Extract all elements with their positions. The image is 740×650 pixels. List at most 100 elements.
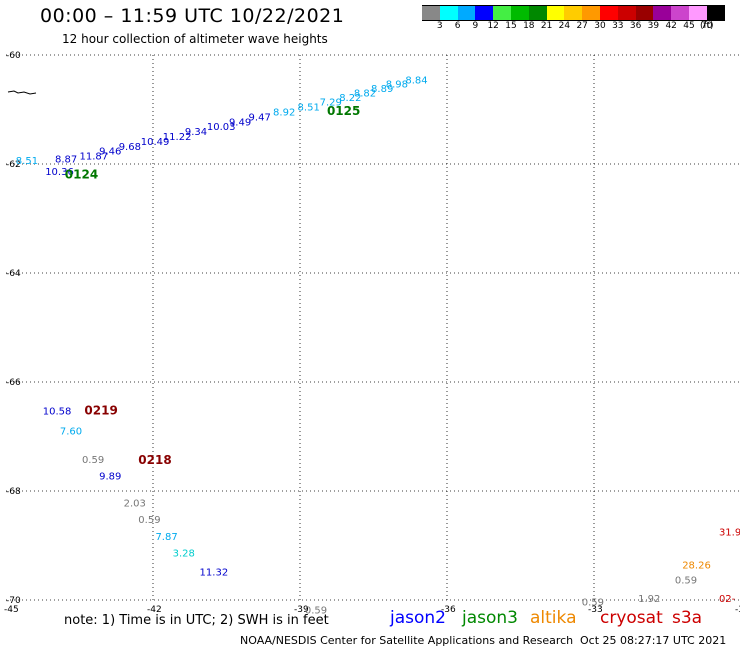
latitude-tick-label: -68 — [6, 487, 21, 497]
colorscale-label: 9 — [472, 21, 479, 31]
colorscale-label: 33 — [612, 21, 624, 31]
pass-time-label: 0219 — [84, 404, 117, 418]
credit-line: NOAA/NESDIS Center for Satellite Applica… — [240, 634, 574, 647]
pass-time-label: 0125 — [327, 104, 360, 118]
colorscale-label: 3 — [436, 21, 443, 31]
colorscale-swatch — [457, 5, 476, 21]
wave-height-value: 9.49 — [229, 117, 251, 128]
wave-height-value: 31.99 — [719, 528, 740, 539]
colorscale-swatch — [706, 5, 725, 21]
colorscale-label: 18 — [523, 21, 535, 31]
pass-labels: 0124 0125 0219 0218 — [65, 104, 361, 467]
satellite-name-cryosat: cryosat — [600, 608, 663, 628]
satellite-name-jason3: jason3 — [462, 608, 518, 628]
latitude-tick-label: -60 — [6, 51, 21, 61]
colorscale-swatch — [439, 5, 458, 21]
wave-height-value: 7.60 — [60, 426, 82, 437]
pass-time-label: 0124 — [65, 168, 98, 182]
colorscale-label: 6 — [454, 21, 461, 31]
wave-height-value: 0.59 — [305, 606, 327, 617]
coastline-fragment — [7, 90, 37, 95]
longitude-tick-label: -36 — [441, 605, 456, 615]
colorscale-swatch — [528, 5, 547, 21]
map-axes: -60 -62 -64 -66 -68 -70-45 -42 -39 -36 -33 -30 — [4, 51, 740, 615]
wave-height-colorscale — [422, 5, 725, 21]
colorscale-swatch — [688, 5, 707, 21]
colorscale-label: 36 — [629, 21, 642, 31]
longitude-tick-label: -33 — [588, 605, 603, 615]
wave-height-value: 9.46 — [99, 147, 121, 158]
colorscale-swatch — [493, 5, 511, 21]
colorscale-label: 30 — [594, 21, 606, 31]
wave-height-value: 9.34 — [185, 127, 207, 138]
colorscale-label: 24 — [558, 21, 571, 31]
observation-points: 10.36 8.51 8.87 11.879.469.68 10.4911.229.34… — [16, 75, 740, 616]
wave-height-value: 8.51 — [298, 103, 320, 114]
wave-height-value: 0.59 — [82, 455, 104, 466]
wave-height-value: 10.36 — [45, 167, 74, 178]
longitude-tick-label: -30 — [735, 605, 740, 615]
colorscale-swatch — [599, 5, 618, 21]
wave-height-value: 11.22 — [163, 132, 192, 143]
satellite-name-s3a: s3a — [672, 608, 703, 628]
longitude-tick-label: -39 — [294, 605, 309, 615]
generated-timestamp: Oct 25 08:27:17 UTC 2021 — [580, 634, 727, 647]
colorscale-swatch — [582, 5, 600, 21]
wave-height-value: 2.03 — [124, 498, 146, 509]
colorscale-label: 70 — [701, 21, 713, 31]
colorscale-swatch — [422, 5, 440, 21]
colorscale-swatch — [546, 5, 565, 21]
colorscale-swatch — [635, 5, 654, 21]
wave-height-value: 7.29 — [320, 98, 342, 109]
colorscale-label: 15 — [505, 21, 517, 31]
wave-height-value: 8.22 — [339, 93, 361, 104]
longitude-tick-label: -42 — [147, 605, 162, 615]
wave-height-value: 11.32 — [200, 567, 229, 578]
footnote: note: 1) Time is in UTC; 2) SWH is in fe… — [64, 613, 329, 628]
latitude-tick-label: -62 — [6, 160, 21, 170]
latitude-tick-label: -66 — [6, 378, 21, 388]
colorscale-swatch — [564, 5, 583, 21]
wave-height-value: 02- — [719, 594, 736, 605]
wave-height-value: 11.87 — [80, 152, 109, 163]
map-subtitle: 12 hour collection of altimeter wave hei… — [62, 32, 328, 46]
colorscale-label: 27 — [576, 21, 588, 31]
pass-time-label: 0218 — [138, 453, 171, 467]
wave-height-value: 10.49 — [141, 137, 170, 148]
satellite-name-altika: altika — [530, 608, 577, 628]
colorscale-label: 45 — [683, 21, 695, 31]
colorscale-label: 12 — [487, 21, 499, 31]
longitude-tick-label: -45 — [4, 605, 19, 615]
colorscale-labels: 3 6 9 12 15 18 21 24 27 30 33 36 39 42 45 70 — [422, 21, 732, 33]
wave-height-value: 8.89 — [371, 84, 393, 95]
colorscale-swatch — [475, 5, 494, 21]
colorscale-unit: (ft) — [700, 21, 714, 31]
wave-height-value: 8.98 — [386, 80, 408, 91]
wave-height-value: 0.59 — [675, 576, 697, 587]
wave-height-value: 0.59 — [582, 597, 604, 608]
wave-height-value: 10.03 — [207, 122, 236, 133]
colorscale-label: 42 — [665, 21, 677, 31]
wave-height-value: 0.59 — [138, 515, 160, 526]
wave-height-value: 8.51 — [16, 156, 38, 167]
colorscale-swatch — [617, 5, 636, 21]
colorscale-swatch — [653, 5, 672, 21]
satellite-name-jason2: jason2 — [390, 608, 446, 628]
wave-height-value: 9.68 — [119, 142, 141, 153]
wave-height-value: 1.92 — [638, 594, 660, 605]
wave-height-value: 8.82 — [354, 88, 376, 99]
colorscale-swatch — [671, 5, 689, 21]
map-grid — [6, 54, 740, 601]
wave-height-value: 7.87 — [155, 532, 177, 543]
wave-height-value: 3.28 — [173, 548, 195, 559]
latitude-tick-label: -64 — [6, 269, 21, 279]
wave-height-value: 8.92 — [273, 107, 295, 118]
colorscale-label: 21 — [540, 21, 553, 31]
colorscale-label: 39 — [647, 21, 660, 31]
colorscale-swatch — [510, 5, 529, 21]
wave-height-value: 8.87 — [55, 154, 77, 165]
latitude-tick-label: -70 — [6, 596, 21, 606]
wave-height-value: 9.47 — [249, 112, 271, 123]
wave-height-value: 9.89 — [99, 472, 121, 483]
